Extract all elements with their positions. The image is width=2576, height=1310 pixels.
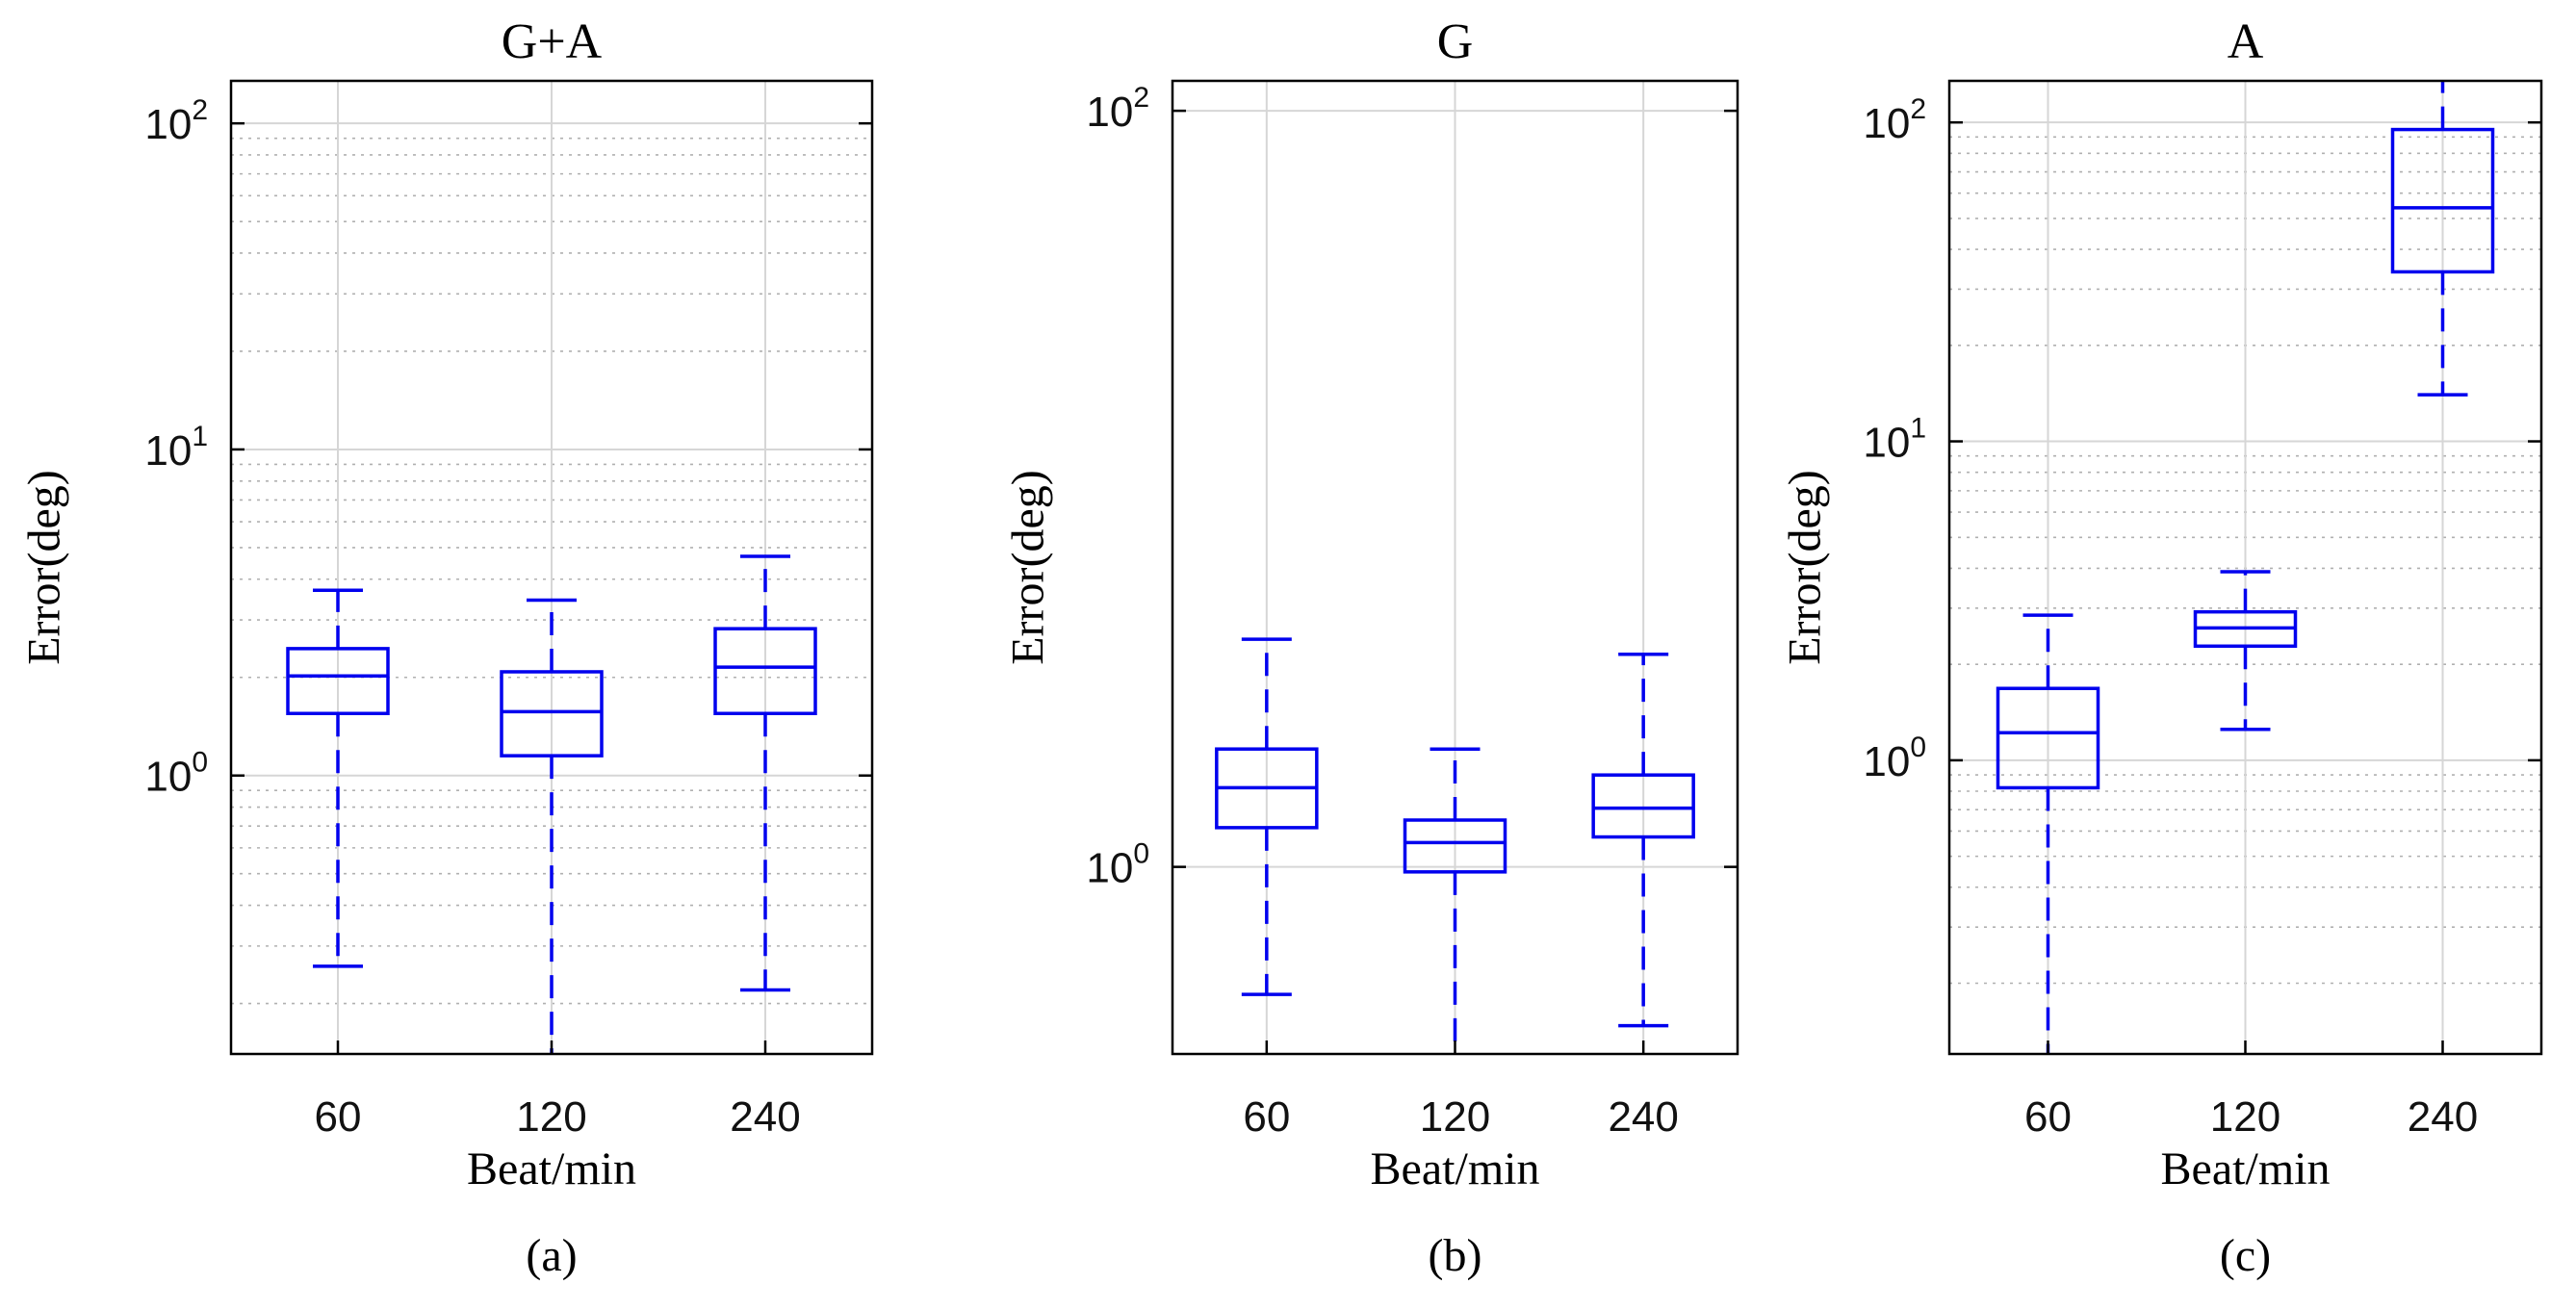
y-tick-label: 100 [144,747,208,801]
x-tick-label: 120 [516,1093,586,1141]
x-tick-label: 60 [315,1093,362,1141]
y-tick-label: 101 [144,421,208,475]
chart-title: A [2228,14,2264,69]
box-240 [1591,653,1695,1028]
x-tick-label: 60 [1243,1093,1290,1141]
panel-1: 100 101 102 60 120 240 G+A Beat/min (a) Error(deg… [19,14,874,1281]
y-axis-label: Error(deg) [1003,470,1054,665]
box-60 [286,588,390,968]
x-axis-label: Beat/min [2161,1143,2331,1194]
panel-2: 100 102 60 120 240 G Beat/min (b) Error(deg) [1003,14,1739,1281]
panel-3: 100 101 102 60 120 240 A Beat/min (c) Error(deg) [1780,14,2543,1281]
iqr-box [1996,686,2100,790]
box-120 [1403,747,1507,1054]
iqr-box [2390,127,2495,274]
iqr-box [713,627,817,715]
y-axis-label: Error(deg) [19,470,70,665]
box-60 [1215,637,1319,996]
y-tick-label: 102 [1863,93,1926,147]
x-axis-label: Beat/min [467,1143,636,1194]
y-tick-label: 102 [1086,82,1149,136]
box-120 [500,598,604,1054]
iqr-box [1403,818,1507,874]
panel-caption: (a) [526,1230,577,1281]
y-tick-label: 100 [1086,838,1149,892]
panel-caption: (b) [1429,1230,1482,1281]
x-tick-label: 120 [2210,1093,2280,1141]
box-240 [713,554,817,992]
iqr-box [1591,773,1695,839]
y-tick-label: 100 [1863,732,1926,785]
panel-caption: (c) [2220,1230,2271,1281]
x-tick-label: 60 [2024,1093,2072,1141]
chart-title: G+A [502,14,603,69]
x-tick-label: 240 [730,1093,800,1141]
chart-title: G [1437,14,1474,69]
box-240 [2390,81,2495,397]
y-tick-label: 101 [1863,413,1926,467]
x-tick-label: 240 [1608,1093,1678,1141]
x-tick-label: 240 [2408,1093,2478,1141]
box-60 [1996,613,2100,1054]
iqr-box [500,670,604,758]
y-tick-label: 102 [144,94,208,148]
iqr-box [286,647,390,715]
x-axis-label: Beat/min [1371,1143,1540,1194]
box-120 [2193,570,2298,732]
x-tick-label: 120 [1420,1093,1490,1141]
y-axis-label: Error(deg) [1780,470,1831,665]
